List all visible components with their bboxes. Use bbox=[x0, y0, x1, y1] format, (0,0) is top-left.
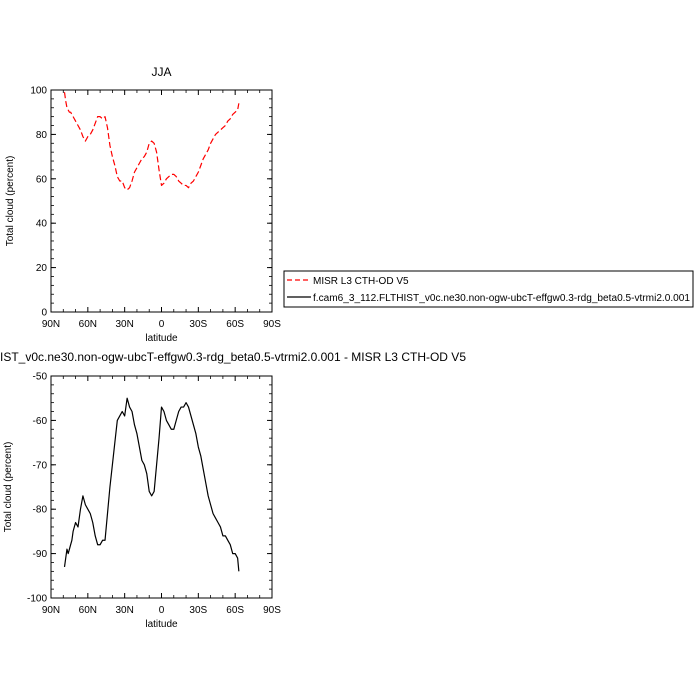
x-tick-label: 30S bbox=[189, 319, 207, 330]
x-tick-label: 30S bbox=[189, 605, 207, 616]
x-tick-label: 30N bbox=[115, 605, 133, 616]
chart-title: f.cam6_3_112.FLTHIST_v0c.ne30.non-ogw-ub… bbox=[0, 350, 466, 364]
legend: MISR L3 CTH-OD V5 f.cam6_3_112.FLTHIST_v… bbox=[283, 270, 694, 308]
y-tick-label: -90 bbox=[33, 549, 48, 560]
y-tick-label: 60 bbox=[36, 174, 48, 185]
y-tick-label: -60 bbox=[33, 416, 48, 427]
series-line-0 bbox=[63, 92, 240, 191]
x-tick-label: 90N bbox=[42, 605, 60, 616]
y-tick-label: -70 bbox=[33, 460, 48, 471]
legend-label-misr: MISR L3 CTH-OD V5 bbox=[313, 276, 409, 287]
y-tick-label: -100 bbox=[27, 594, 47, 605]
y-tick-label: 40 bbox=[36, 219, 48, 230]
x-axis-label: latitude bbox=[145, 619, 178, 630]
chart-title: JJA bbox=[151, 65, 171, 79]
y-axis-label: Total cloud (percent) bbox=[5, 156, 16, 247]
x-tick-label: 60N bbox=[79, 319, 97, 330]
x-tick-label: 0 bbox=[159, 319, 165, 330]
x-tick-label: 30N bbox=[115, 319, 133, 330]
x-tick-label: 60N bbox=[79, 605, 97, 616]
plot-frame bbox=[50, 89, 273, 313]
y-tick-label: -50 bbox=[33, 372, 48, 383]
x-tick-label: 60S bbox=[226, 319, 244, 330]
y-tick-label: -80 bbox=[33, 505, 48, 516]
y-tick-label: 0 bbox=[41, 308, 47, 319]
series-line-0 bbox=[63, 397, 240, 572]
x-tick-label: 90N bbox=[42, 319, 60, 330]
x-axis-label: latitude bbox=[145, 333, 178, 344]
y-tick-label: 20 bbox=[36, 263, 48, 274]
x-tick-label: 90S bbox=[263, 605, 281, 616]
x-tick-label: 60S bbox=[226, 605, 244, 616]
legend-label-model: f.cam6_3_112.FLTHIST_v0c.ne30.non-ogw-ub… bbox=[313, 293, 690, 304]
top-chart-jja: JJA 90N 60N 30N 0 30S 60S 90S 0 20 40 60 80 100 latitu… bbox=[5, 65, 281, 344]
x-tick-label: 90S bbox=[263, 319, 281, 330]
y-tick-label: 100 bbox=[30, 86, 47, 97]
y-tick-label: 80 bbox=[36, 130, 48, 141]
x-tick-label: 0 bbox=[159, 605, 165, 616]
y-axis-label: Total cloud (percent) bbox=[3, 442, 14, 533]
legend-frame bbox=[283, 270, 694, 308]
bottom-chart-difference: f.cam6_3_112.FLTHIST_v0c.ne30.non-ogw-ub… bbox=[0, 350, 466, 630]
